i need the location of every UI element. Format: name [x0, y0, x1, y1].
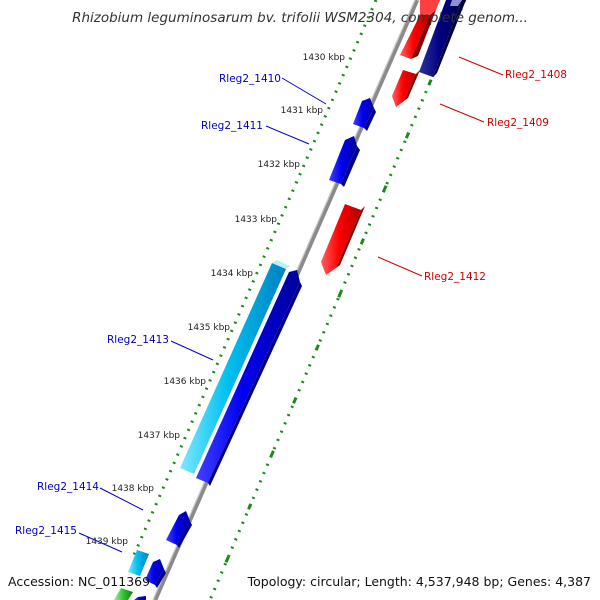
gene-rleg2-1410[interactable]: [353, 98, 376, 131]
ruler-tick: [382, 185, 388, 192]
ruler-line-outer: [208, 0, 467, 600]
ruler-label-1435: 1435 kbp: [188, 323, 231, 333]
leader-rleg2-1409: [439, 103, 485, 123]
label-rleg2-1410[interactable]: Rleg2_1410: [219, 73, 281, 85]
gene-navy-top[interactable]: [419, 0, 466, 77]
leader-rleg2-1413: [170, 340, 214, 361]
label-rleg2-1415[interactable]: Rleg2_1415: [15, 525, 77, 537]
ruler-label-1439: 1439 kbp: [86, 537, 129, 547]
gene-rleg2-1408[interactable]: [400, 0, 440, 59]
gene-rleg2-1414[interactable]: [166, 511, 192, 548]
genome-stats-text: Topology: circular; Length: 4,537,948 bp…: [247, 574, 591, 589]
label-rleg2-1413[interactable]: Rleg2_1413: [107, 334, 169, 346]
gene-blue-long[interactable]: [196, 270, 302, 486]
genome-title: Rhizobium leguminosarum bv. trifolii WSM…: [72, 10, 528, 26]
ruler-tick: [247, 503, 253, 510]
ruler-label-1438: 1438 kbp: [112, 484, 155, 494]
ruler-tick: [269, 450, 275, 457]
ruler-tick: [337, 291, 343, 298]
ruler-tick: [224, 556, 230, 563]
ruler-tick: [359, 238, 365, 245]
leader-rleg2-1414: [99, 487, 144, 511]
ruler-label-1436: 1436 kbp: [164, 377, 207, 387]
ruler-label-1431: 1431 kbp: [281, 106, 324, 116]
ruler-label-1437: 1437 kbp: [138, 431, 181, 441]
ruler-tick: [314, 344, 320, 351]
leader-rleg2-1410: [281, 77, 327, 105]
gene-blue-bottom[interactable]: [134, 596, 146, 600]
accession-text: Accession: NC_011369: [8, 574, 151, 589]
label-rleg2-1408[interactable]: Rleg2_1408: [505, 69, 567, 81]
gene-rleg2-1413[interactable]: [180, 260, 290, 474]
ruler-label-1432: 1432 kbp: [258, 160, 301, 170]
gene-green-bottom[interactable]: [114, 588, 133, 600]
ruler-tick: [427, 79, 433, 86]
ruler-label-1434: 1434 kbp: [211, 269, 254, 279]
label-rleg2-1411[interactable]: Rleg2_1411: [201, 120, 263, 132]
leader-rleg2-1415: [78, 532, 123, 553]
leader-rleg2-1412: [377, 256, 423, 277]
gene-rleg2-1412[interactable]: [321, 204, 365, 275]
gene-cyan-small[interactable]: [128, 550, 149, 576]
gene-rleg2-1409[interactable]: [392, 70, 420, 107]
leader-rleg2-1408: [458, 56, 504, 76]
ruler-line-inner: [132, 0, 378, 556]
ruler-tick: [292, 397, 298, 404]
ruler-label-1430: 1430 kbp: [303, 53, 346, 63]
label-rleg2-1409[interactable]: Rleg2_1409: [487, 117, 549, 129]
ruler-label-1433: 1433 kbp: [235, 215, 278, 225]
label-rleg2-1414[interactable]: Rleg2_1414: [37, 481, 99, 493]
gene-rleg2-1411[interactable]: [329, 136, 360, 187]
label-rleg2-1412[interactable]: Rleg2_1412: [424, 271, 486, 283]
leader-rleg2-1411: [265, 125, 310, 145]
ruler-tick: [404, 132, 410, 139]
gene-rleg2-1415-blue[interactable]: [145, 559, 166, 588]
